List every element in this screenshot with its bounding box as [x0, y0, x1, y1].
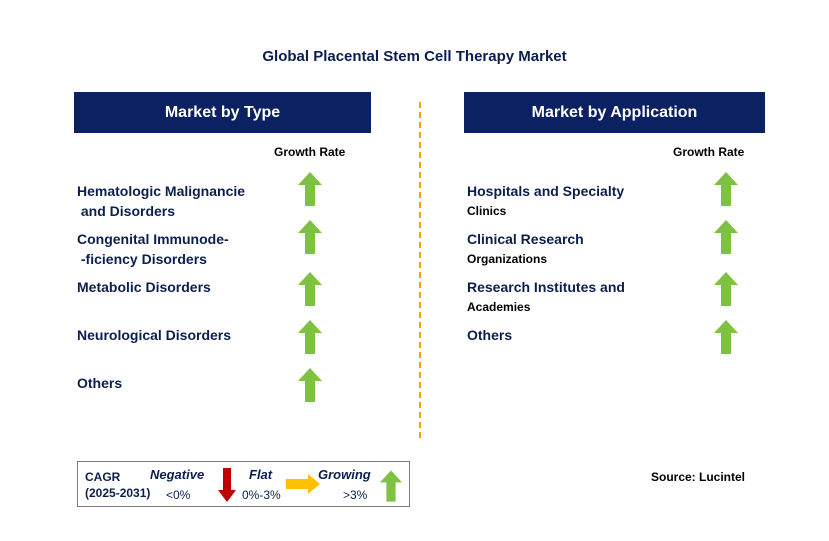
application-item: Hospitals and Specialty Clinics	[467, 183, 625, 218]
up-arrow-icon	[298, 172, 322, 206]
type-item: Congenital Immunode- -ficiency Disorders	[77, 231, 229, 267]
type-item: Others	[77, 375, 123, 391]
market-by-type-header: Market by Type	[74, 92, 371, 133]
legend-cagr-label: CAGR (2025-2031)	[85, 470, 151, 500]
legend-negative-title: Negative	[150, 467, 205, 482]
right-arrow-icon	[286, 474, 320, 494]
up-arrow-icon	[298, 220, 322, 254]
down-arrow-icon	[218, 468, 236, 502]
type-item: Neurological Disorders	[77, 327, 232, 343]
application-item: Research Institutes and Academies	[467, 279, 625, 314]
up-arrow-icon	[298, 368, 322, 402]
legend-negative-value: <0%	[166, 488, 191, 502]
panel-divider	[419, 102, 421, 438]
up-arrow-icon	[298, 320, 322, 354]
market-by-application-header: Market by Application	[464, 92, 765, 133]
cagr-legend: CAGR (2025-2031) Negative <0% Flat 0%-3%…	[77, 461, 410, 507]
application-item: Others	[467, 327, 513, 343]
up-arrow-icon	[298, 272, 322, 306]
type-growth-rate-label: Growth Rate	[274, 145, 346, 159]
type-item: Metabolic Disorders	[77, 279, 211, 295]
up-arrow-icon	[714, 320, 738, 354]
up-arrow-icon	[714, 272, 738, 306]
type-item: Hematologic Malignancie and Disorders	[77, 183, 246, 219]
legend-flat-value: 0%-3%	[242, 488, 281, 502]
legend-flat-title: Flat	[249, 467, 273, 482]
up-arrow-icon	[714, 172, 738, 206]
legend-growing-title: Growing	[318, 467, 371, 482]
source-label: Source: Lucintel	[651, 470, 746, 484]
up-arrow-icon	[380, 470, 402, 502]
application-growth-rate-label: Growth Rate	[673, 145, 745, 159]
legend-growing-value: >3%	[343, 488, 368, 502]
up-arrow-icon	[714, 220, 738, 254]
chart-title: Global Placental Stem Cell Therapy Marke…	[262, 48, 567, 65]
application-item: Clinical Research Organizations	[467, 231, 584, 266]
